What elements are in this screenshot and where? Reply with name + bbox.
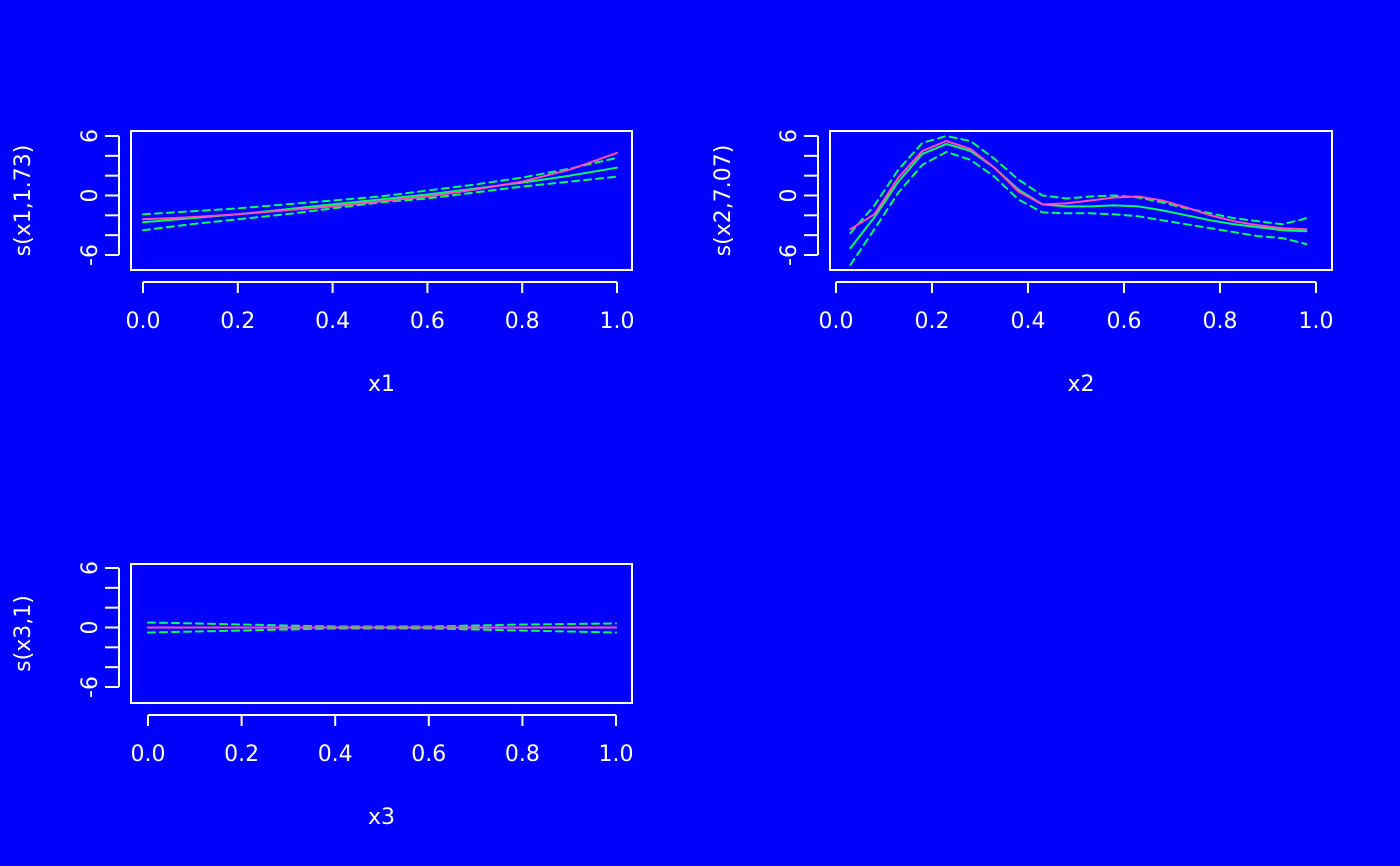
x-tick-label: 1.0 — [1299, 309, 1334, 334]
x-tick-label: 1.0 — [600, 309, 635, 334]
x-axis-title: x2 — [1067, 372, 1094, 397]
plot-frame — [829, 130, 1333, 271]
panels: 0.0 0.2 0.4 0.6 0.8 1.0 -6 0 6 x1 s(x1,1.73) 0.0 0.2… — [11, 129, 1334, 830]
y-tick-label: -6 — [777, 244, 802, 266]
panel-1: 0.0 0.2 0.4 0.6 0.8 1.0 -6 0 6 x1 s(x1,1.73) — [11, 129, 635, 397]
y-axis-title: s(x1,1.73) — [11, 145, 36, 257]
series-truth-line — [142, 151, 618, 221]
x-tick-label: 0.0 — [819, 309, 854, 334]
y-tick-label: 6 — [78, 561, 103, 575]
x-tick-label: 0.4 — [318, 742, 353, 767]
plot-area — [147, 621, 617, 634]
panel-2: 0.0 0.2 0.4 0.6 0.8 1.0 -6 0 6 x2 s(x2,7.07) — [711, 129, 1334, 397]
x-axis-title: x1 — [368, 372, 395, 397]
y-axis-title: s(x3,1) — [11, 595, 36, 672]
plot-area — [849, 135, 1308, 266]
y-tick-label: 6 — [78, 129, 103, 143]
y-tick-label: 6 — [777, 129, 802, 143]
series-upper-line — [849, 135, 1308, 235]
x-tick-label: 0.0 — [126, 309, 161, 334]
plot-frame — [130, 563, 633, 704]
plot-area — [142, 151, 618, 232]
series-truth-line — [849, 140, 1308, 231]
x-tick-label: 0.0 — [131, 742, 166, 767]
plot-frame — [130, 130, 633, 271]
x-tick-label: 0.2 — [220, 309, 255, 334]
x-axis-title: x3 — [368, 805, 395, 830]
x-tick-label: 0.8 — [505, 309, 540, 334]
series-fit-line — [849, 142, 1308, 250]
x-tick-label: 0.2 — [915, 309, 950, 334]
x-tick-label: 0.4 — [315, 309, 350, 334]
y-tick-label: 0 — [78, 189, 103, 203]
series-lower-line — [849, 150, 1308, 266]
y-tick-label: 0 — [78, 621, 103, 635]
x-tick-label: 0.8 — [1203, 309, 1238, 334]
x-tick-label: 0.6 — [410, 309, 445, 334]
y-tick-label: 0 — [777, 189, 802, 203]
x-tick-label: 0.6 — [411, 742, 446, 767]
x-tick-label: 0.4 — [1011, 309, 1046, 334]
series-lower-line — [142, 175, 618, 232]
x-tick-label: 0.8 — [505, 742, 540, 767]
series-upper-line — [142, 156, 618, 216]
y-axis-title: s(x2,7.07) — [711, 145, 736, 257]
y-tick-label: -6 — [78, 676, 103, 698]
panel-3: 0.0 0.2 0.4 0.6 0.8 1.0 -6 0 6 x3 s(x3,1) — [11, 561, 634, 830]
x-tick-label: 0.6 — [1107, 309, 1142, 334]
x-tick-label: 0.2 — [224, 742, 259, 767]
y-tick-label: -6 — [78, 244, 103, 266]
x-tick-label: 1.0 — [599, 742, 634, 767]
